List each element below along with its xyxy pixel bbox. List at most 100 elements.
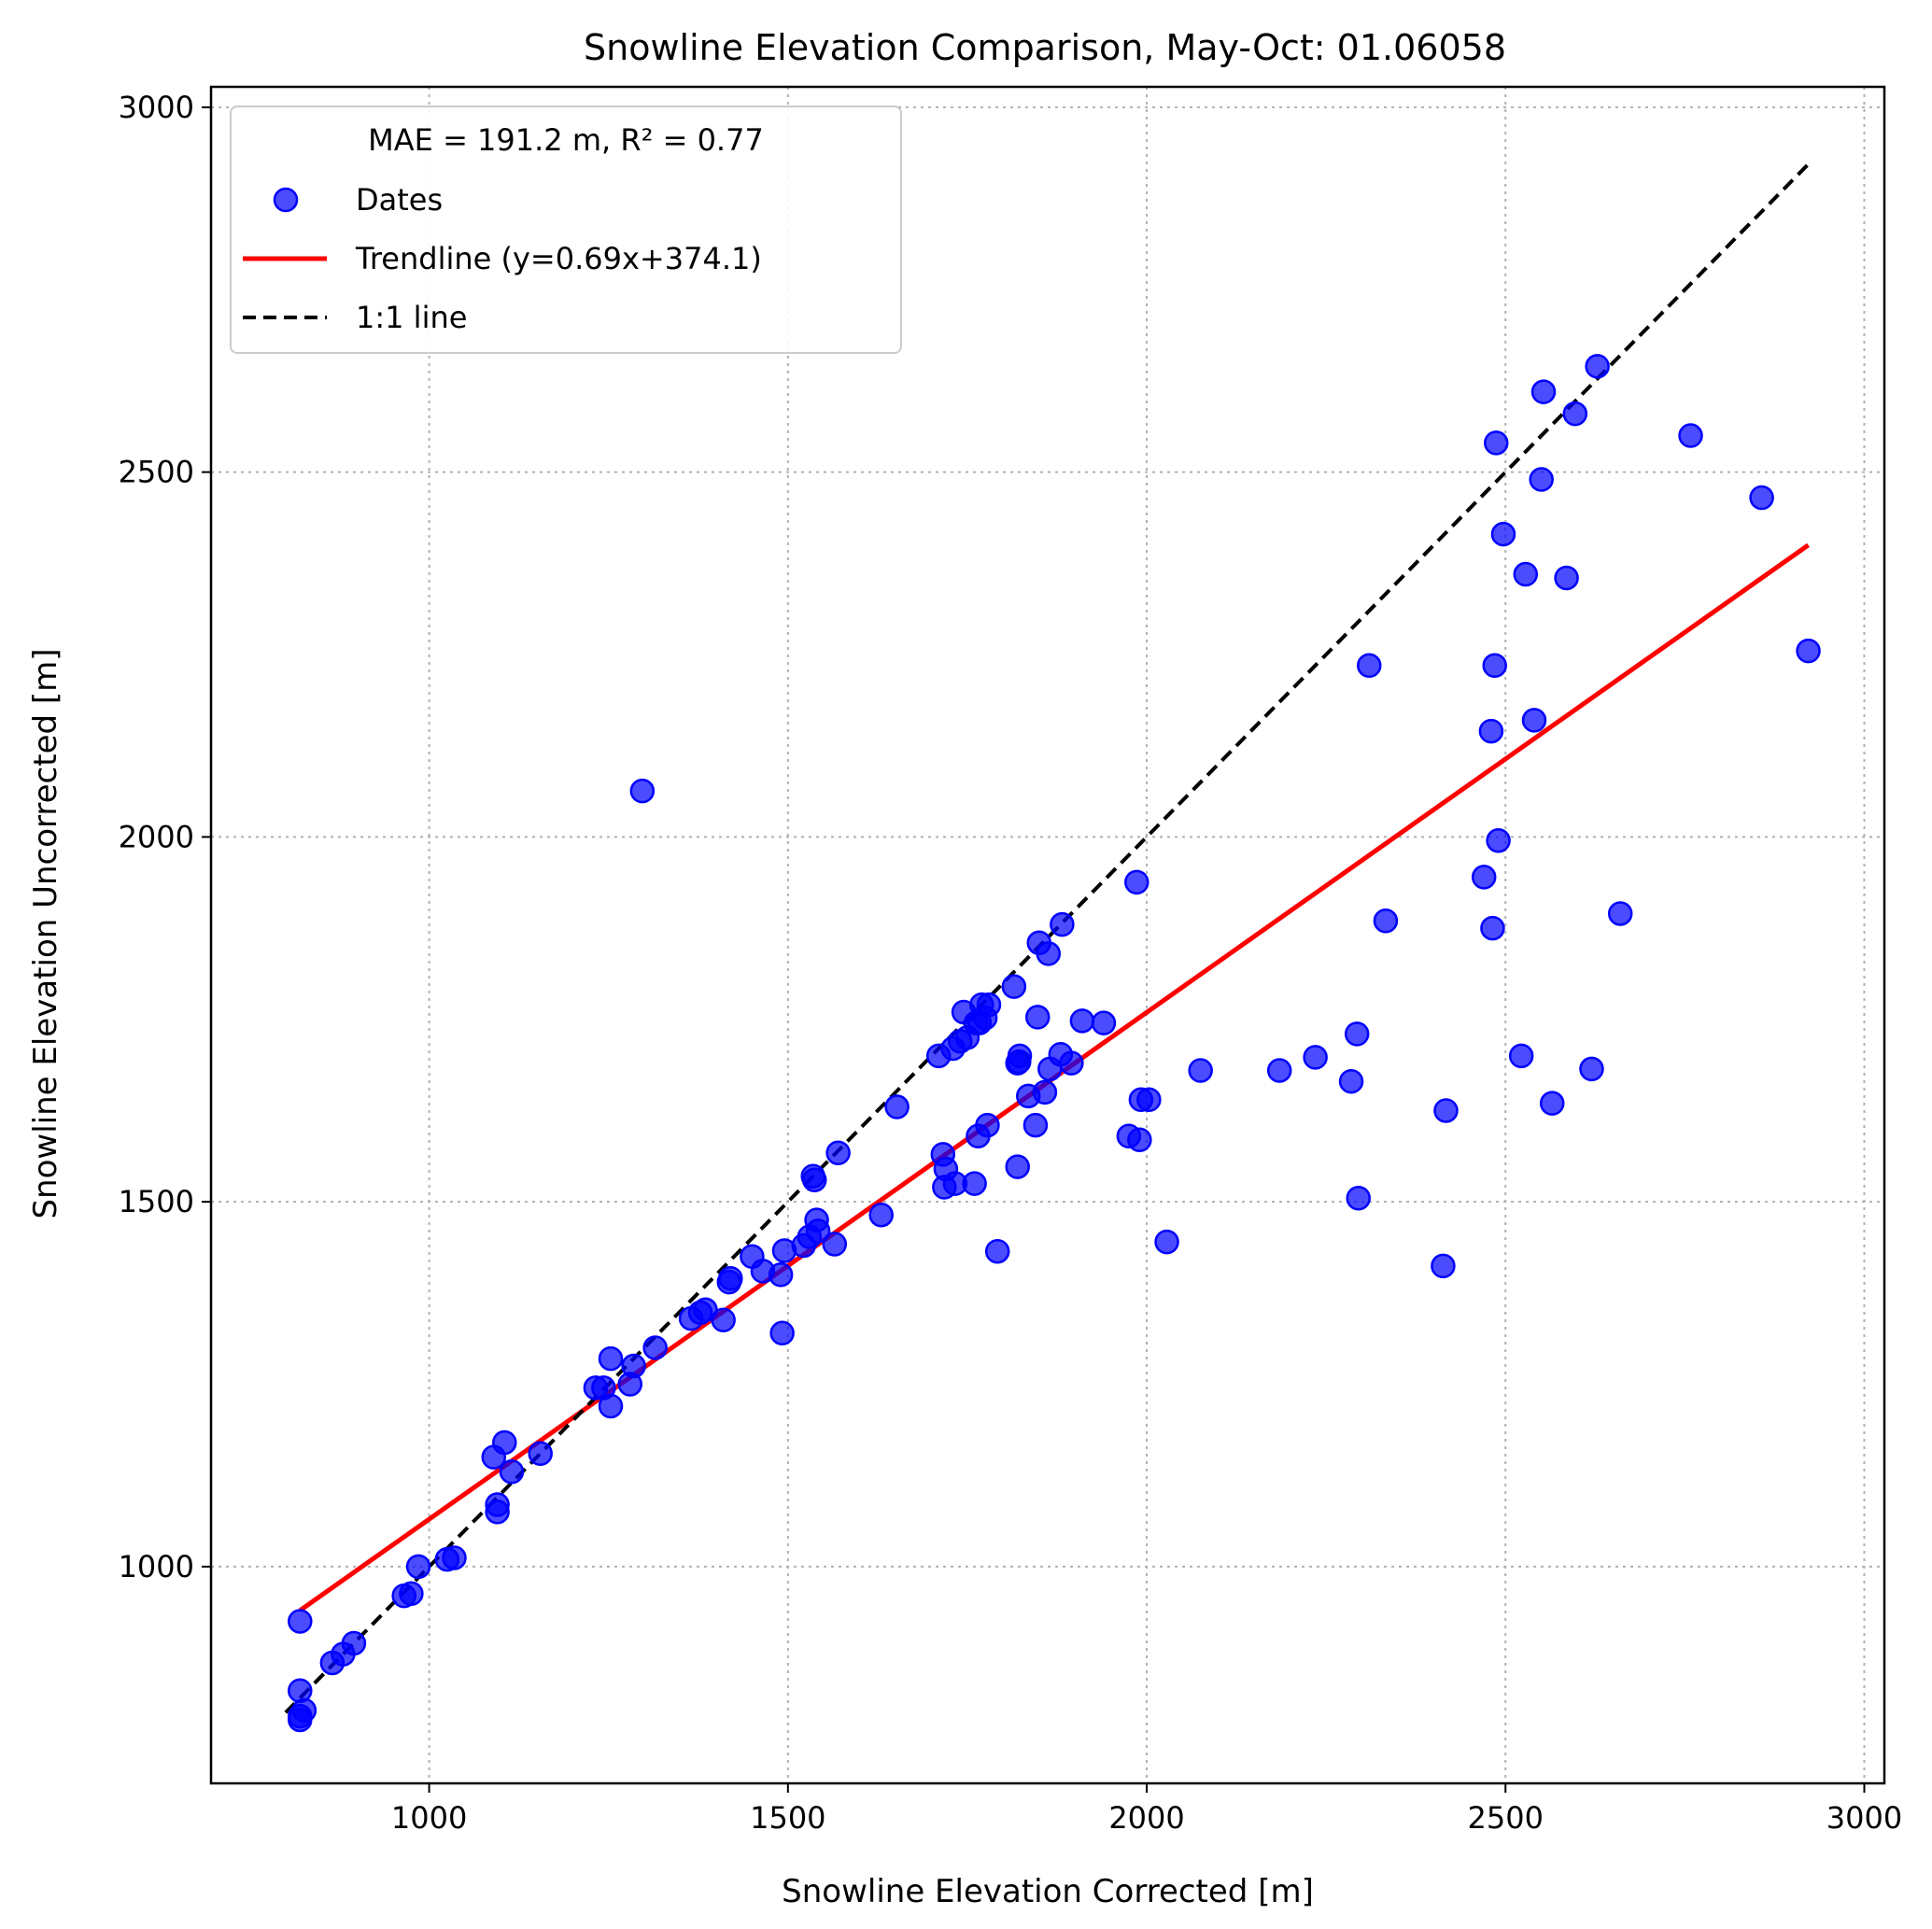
data-point bbox=[405, 1554, 431, 1580]
data-point bbox=[288, 1678, 313, 1703]
data-point bbox=[868, 1202, 894, 1228]
y-tick-label: 1000 bbox=[119, 1549, 194, 1584]
data-point bbox=[976, 992, 1002, 1018]
y-axis-label: Snowline Elevation Uncorrected [m] bbox=[27, 648, 64, 1218]
data-point bbox=[1607, 901, 1633, 926]
data-point bbox=[1480, 915, 1505, 941]
data-point bbox=[718, 1265, 743, 1291]
data-point bbox=[1554, 565, 1579, 591]
legend-label-dates: Dates bbox=[356, 182, 443, 218]
data-point bbox=[1796, 638, 1821, 664]
data-point bbox=[1188, 1058, 1213, 1083]
data-point bbox=[825, 1140, 851, 1166]
data-point bbox=[1022, 1112, 1049, 1138]
data-point bbox=[1266, 1058, 1292, 1083]
data-point bbox=[1749, 485, 1774, 511]
data-point bbox=[1530, 379, 1557, 404]
data-point bbox=[1091, 1010, 1117, 1035]
data-point bbox=[1373, 908, 1399, 934]
data-points bbox=[288, 354, 1821, 1733]
data-point bbox=[1478, 718, 1504, 744]
data-point bbox=[1127, 1127, 1152, 1152]
data-point bbox=[1036, 941, 1062, 966]
data-point bbox=[1338, 1068, 1364, 1094]
y-tick-label: 2000 bbox=[119, 819, 194, 854]
legend-label-one-to-one: 1:1 line bbox=[356, 300, 467, 335]
data-point bbox=[499, 1459, 525, 1485]
data-point bbox=[1346, 1185, 1371, 1211]
data-point bbox=[805, 1218, 831, 1244]
data-point bbox=[975, 1112, 1000, 1138]
data-point bbox=[629, 778, 656, 804]
legend-box bbox=[230, 106, 902, 354]
data-point bbox=[1513, 561, 1539, 587]
data-point bbox=[621, 1353, 646, 1379]
data-point bbox=[1579, 1056, 1604, 1082]
data-point bbox=[1069, 1008, 1095, 1034]
data-point bbox=[984, 1239, 1010, 1264]
grid bbox=[211, 87, 1884, 1783]
data-point bbox=[1486, 828, 1511, 853]
data-point bbox=[492, 1429, 517, 1456]
data-point bbox=[1529, 467, 1554, 492]
legend-marker-dates bbox=[273, 187, 299, 213]
data-point bbox=[1539, 1091, 1565, 1116]
data-point bbox=[1303, 1045, 1328, 1070]
data-point bbox=[962, 1171, 987, 1196]
legend: MAE = 191.2 m, R² = 0.77 Dates Trendline… bbox=[230, 106, 902, 354]
data-point bbox=[1059, 1050, 1084, 1076]
data-point bbox=[288, 1609, 313, 1634]
data-point bbox=[1508, 1043, 1534, 1069]
data-point bbox=[1471, 865, 1497, 890]
data-point bbox=[1482, 653, 1507, 678]
data-point bbox=[1154, 1229, 1179, 1255]
x-tick-label: 3000 bbox=[1826, 1800, 1902, 1836]
data-point bbox=[485, 1492, 510, 1517]
data-point bbox=[711, 1307, 736, 1332]
data-point bbox=[1678, 423, 1703, 448]
data-point bbox=[1484, 430, 1509, 456]
x-tick-label: 2500 bbox=[1468, 1800, 1544, 1836]
y-tick-label: 1500 bbox=[119, 1184, 194, 1219]
data-point bbox=[1585, 354, 1610, 379]
data-point bbox=[1032, 1079, 1058, 1105]
data-point bbox=[442, 1545, 467, 1570]
data-point bbox=[1562, 401, 1588, 427]
data-point bbox=[1007, 1043, 1033, 1069]
data-point bbox=[598, 1393, 624, 1419]
axis-ticks: 1000 1500 2000 2500 3000 1000 1500 2000 2500 3000 bbox=[119, 90, 1903, 1836]
data-point bbox=[1124, 869, 1149, 895]
data-point bbox=[642, 1335, 668, 1360]
data-point bbox=[768, 1262, 794, 1288]
plot-frame bbox=[209, 85, 1886, 1785]
data-point bbox=[528, 1441, 553, 1467]
data-point bbox=[822, 1232, 848, 1257]
data-point bbox=[341, 1630, 367, 1656]
data-point bbox=[1136, 1087, 1162, 1112]
data-point bbox=[1344, 1021, 1370, 1047]
x-tick-label: 1500 bbox=[750, 1800, 825, 1836]
y-tick-label: 2500 bbox=[119, 455, 194, 490]
x-tick-label: 2000 bbox=[1108, 1800, 1184, 1836]
data-point bbox=[884, 1094, 910, 1119]
data-point bbox=[1521, 708, 1547, 733]
data-point bbox=[1050, 911, 1075, 937]
data-point bbox=[1005, 1154, 1030, 1179]
data-point bbox=[1433, 1098, 1459, 1123]
data-point bbox=[1001, 974, 1027, 999]
legend-title: MAE = 191.2 m, R² = 0.77 bbox=[368, 122, 764, 158]
legend-label-trendline: Trendline (y=0.69x+374.1) bbox=[355, 241, 762, 276]
data-point bbox=[1024, 1005, 1051, 1030]
x-axis-label: Snowline Elevation Corrected [m] bbox=[782, 1873, 1314, 1910]
data-point bbox=[802, 1167, 827, 1192]
y-tick-label: 3000 bbox=[119, 90, 194, 125]
data-point bbox=[598, 1345, 624, 1372]
data-point bbox=[1490, 521, 1516, 547]
data-point bbox=[399, 1581, 424, 1607]
data-point bbox=[1431, 1253, 1456, 1279]
x-tick-label: 1000 bbox=[391, 1800, 467, 1836]
data-point bbox=[1357, 653, 1382, 678]
data-point bbox=[769, 1320, 795, 1346]
chart-title: Snowline Elevation Comparison, May-Oct: … bbox=[584, 27, 1506, 68]
